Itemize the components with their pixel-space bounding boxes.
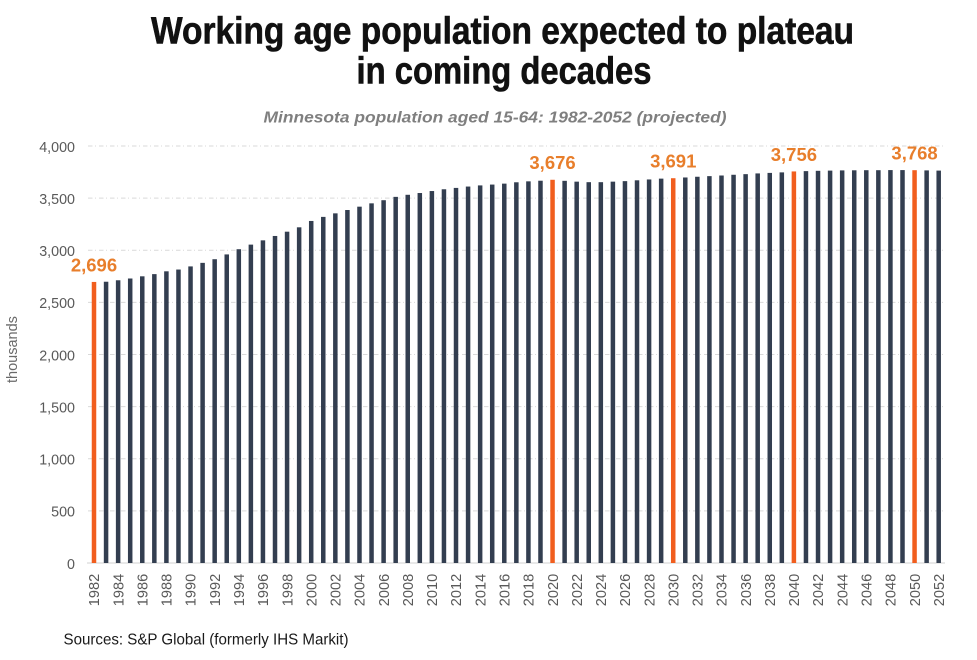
svg-text:1986: 1986	[135, 574, 151, 606]
svg-text:Sources: S&P Global (formerly: Sources: S&P Global (formerly IHS Markit…	[64, 632, 349, 649]
svg-text:1996: 1996	[256, 574, 272, 606]
svg-text:2016: 2016	[497, 574, 513, 606]
svg-text:2046: 2046	[859, 574, 875, 606]
svg-text:2042: 2042	[811, 574, 827, 606]
svg-text:2008: 2008	[401, 574, 417, 606]
svg-text:in coming decades: in coming decades	[357, 50, 652, 92]
svg-text:1982: 1982	[87, 574, 103, 606]
svg-text:3,676: 3,676	[529, 152, 575, 173]
svg-text:3,691: 3,691	[650, 151, 696, 172]
svg-text:2048: 2048	[884, 574, 900, 606]
svg-text:3,000: 3,000	[39, 244, 75, 260]
svg-text:1990: 1990	[184, 574, 200, 606]
svg-text:2028: 2028	[642, 574, 658, 606]
svg-text:2006: 2006	[377, 574, 393, 606]
svg-text:2052: 2052	[932, 574, 948, 606]
svg-text:1992: 1992	[208, 574, 224, 606]
svg-text:2014: 2014	[473, 574, 489, 606]
svg-text:2020: 2020	[546, 574, 562, 606]
svg-text:1998: 1998	[280, 574, 296, 606]
svg-text:Minnesota population aged 15-6: Minnesota population aged 15-64: 1982-20…	[264, 110, 727, 127]
svg-text:2040: 2040	[787, 574, 803, 606]
svg-text:3,756: 3,756	[771, 144, 817, 165]
svg-text:Working age population expecte: Working age population expected to plate…	[151, 11, 854, 53]
svg-text:1984: 1984	[111, 574, 127, 606]
svg-text:2004: 2004	[353, 574, 369, 606]
svg-text:2018: 2018	[522, 574, 538, 606]
svg-text:2024: 2024	[594, 574, 610, 606]
svg-text:2036: 2036	[739, 574, 755, 606]
svg-text:2032: 2032	[691, 574, 707, 606]
svg-text:2022: 2022	[570, 574, 586, 606]
svg-text:4,000: 4,000	[39, 140, 75, 156]
svg-text:1994: 1994	[232, 574, 248, 606]
svg-text:500: 500	[51, 505, 75, 521]
svg-text:2044: 2044	[835, 574, 851, 606]
svg-text:2012: 2012	[449, 574, 465, 606]
svg-text:2010: 2010	[425, 574, 441, 606]
svg-text:3,768: 3,768	[891, 143, 937, 164]
svg-text:1988: 1988	[160, 574, 176, 606]
svg-text:0: 0	[67, 557, 75, 573]
svg-text:thousands: thousands	[5, 316, 21, 383]
svg-text:2030: 2030	[666, 574, 682, 606]
svg-text:3,500: 3,500	[39, 192, 75, 208]
svg-text:2026: 2026	[618, 574, 634, 606]
svg-text:2000: 2000	[304, 574, 320, 606]
svg-text:2038: 2038	[763, 574, 779, 606]
svg-text:1,000: 1,000	[39, 453, 75, 469]
svg-text:1,500: 1,500	[39, 400, 75, 416]
svg-text:2,696: 2,696	[71, 254, 117, 275]
svg-text:2,500: 2,500	[39, 296, 75, 312]
svg-text:2002: 2002	[329, 574, 345, 606]
svg-text:2,000: 2,000	[39, 348, 75, 364]
svg-text:2034: 2034	[715, 574, 731, 606]
svg-text:2050: 2050	[908, 574, 924, 606]
